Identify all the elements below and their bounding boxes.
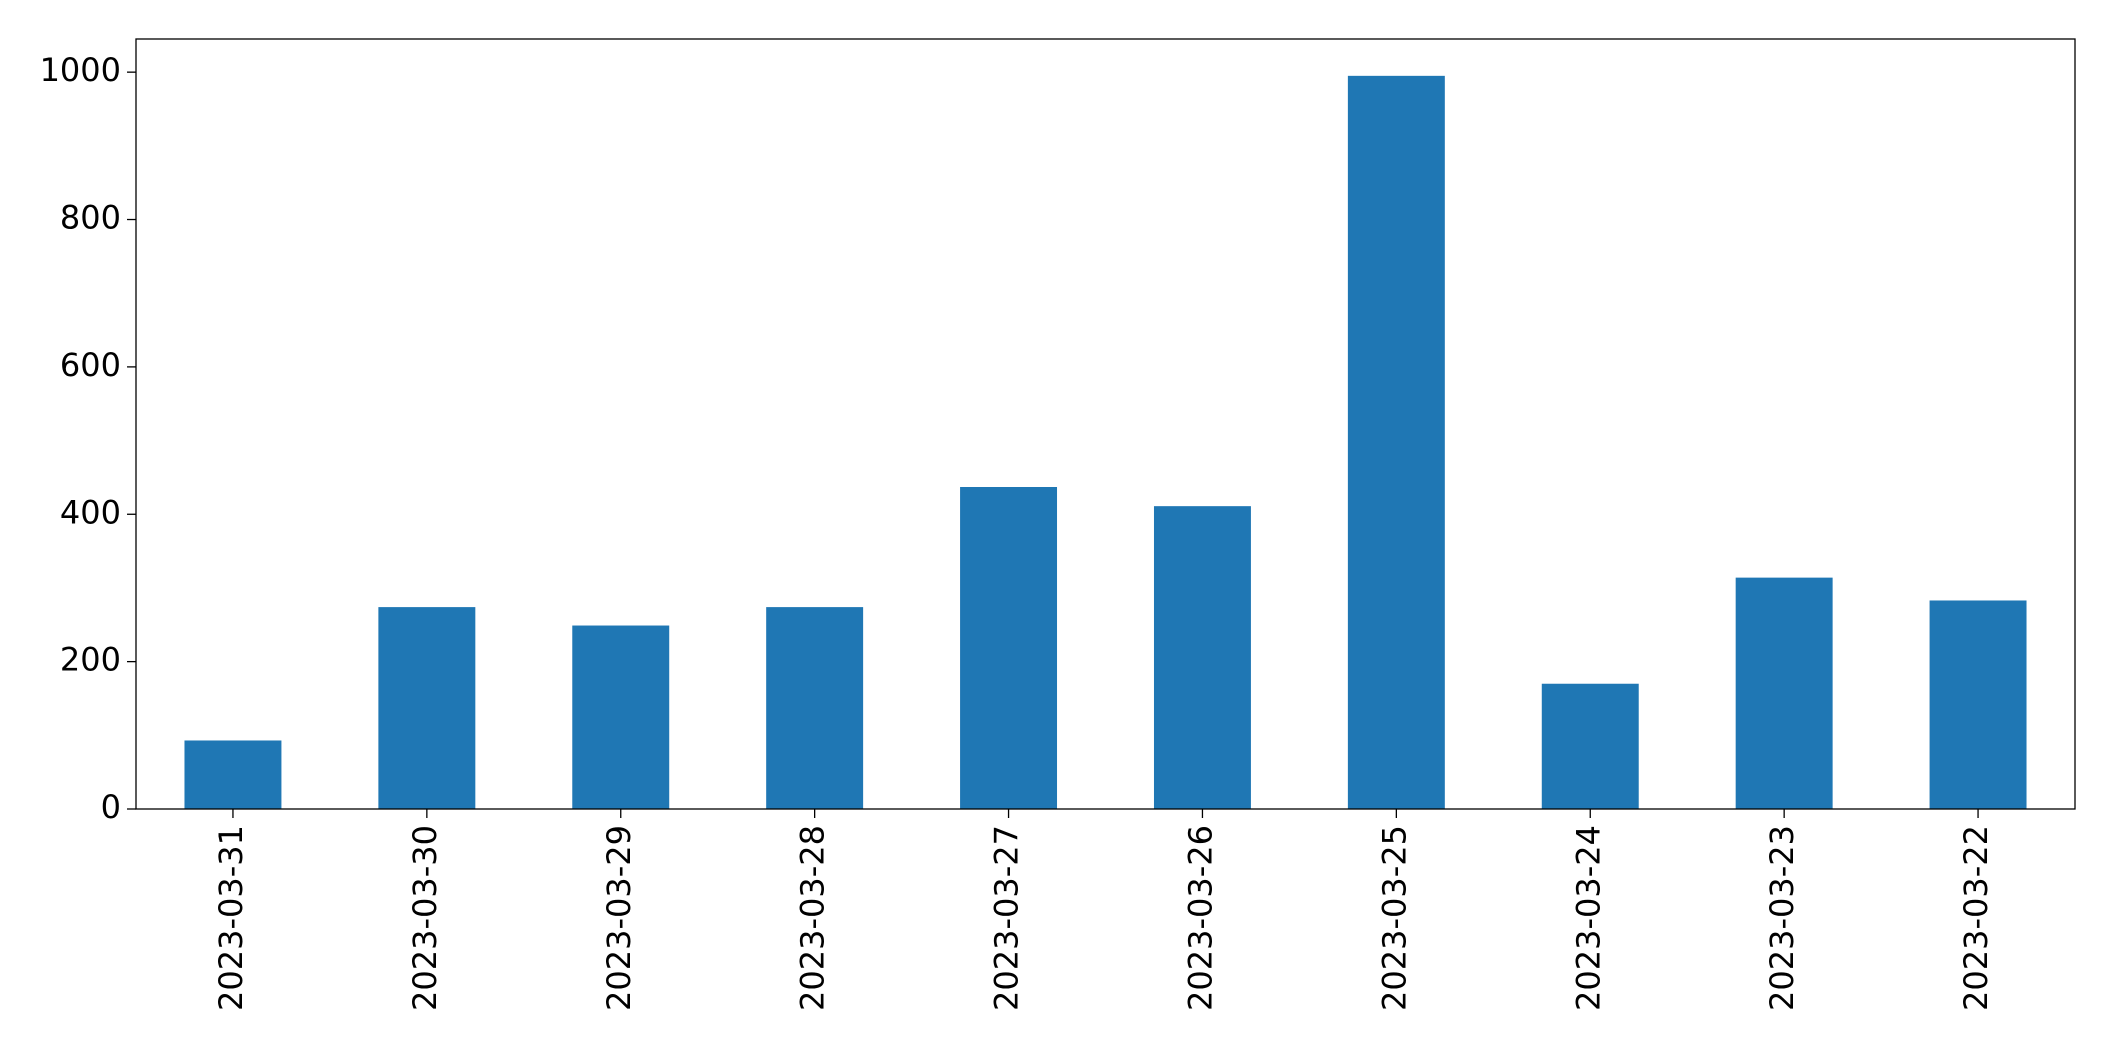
y-tick-label: 1000 bbox=[40, 51, 121, 89]
x-tick-label: 2023-03-24 bbox=[1569, 825, 1607, 1011]
x-tick-label: 2023-03-26 bbox=[1181, 825, 1219, 1011]
bar bbox=[1735, 577, 1833, 809]
bar bbox=[1347, 75, 1445, 809]
bar bbox=[184, 740, 282, 809]
bar bbox=[378, 607, 476, 809]
y-tick-label: 400 bbox=[60, 493, 121, 531]
y-tick-label: 800 bbox=[60, 199, 121, 237]
x-tick-label: 2023-03-30 bbox=[406, 825, 444, 1011]
x-tick-label: 2023-03-28 bbox=[794, 825, 832, 1011]
bar bbox=[1541, 683, 1639, 809]
x-tick-label: 2023-03-29 bbox=[600, 825, 638, 1011]
y-tick-label: 0 bbox=[101, 788, 121, 826]
bar bbox=[1153, 506, 1251, 809]
bar bbox=[1929, 600, 2027, 809]
x-tick-label: 2023-03-22 bbox=[1957, 825, 1995, 1011]
x-tick-label: 2023-03-27 bbox=[988, 825, 1026, 1011]
bar bbox=[572, 625, 670, 809]
bar bbox=[960, 487, 1058, 809]
x-tick-label: 2023-03-31 bbox=[212, 825, 250, 1011]
plot-frame bbox=[135, 38, 2076, 810]
y-tick-label: 200 bbox=[60, 641, 121, 679]
x-tick-label: 2023-03-23 bbox=[1763, 825, 1801, 1011]
bar bbox=[766, 607, 864, 809]
y-tick-label: 600 bbox=[60, 346, 121, 384]
x-tick-label: 2023-03-25 bbox=[1375, 825, 1413, 1011]
